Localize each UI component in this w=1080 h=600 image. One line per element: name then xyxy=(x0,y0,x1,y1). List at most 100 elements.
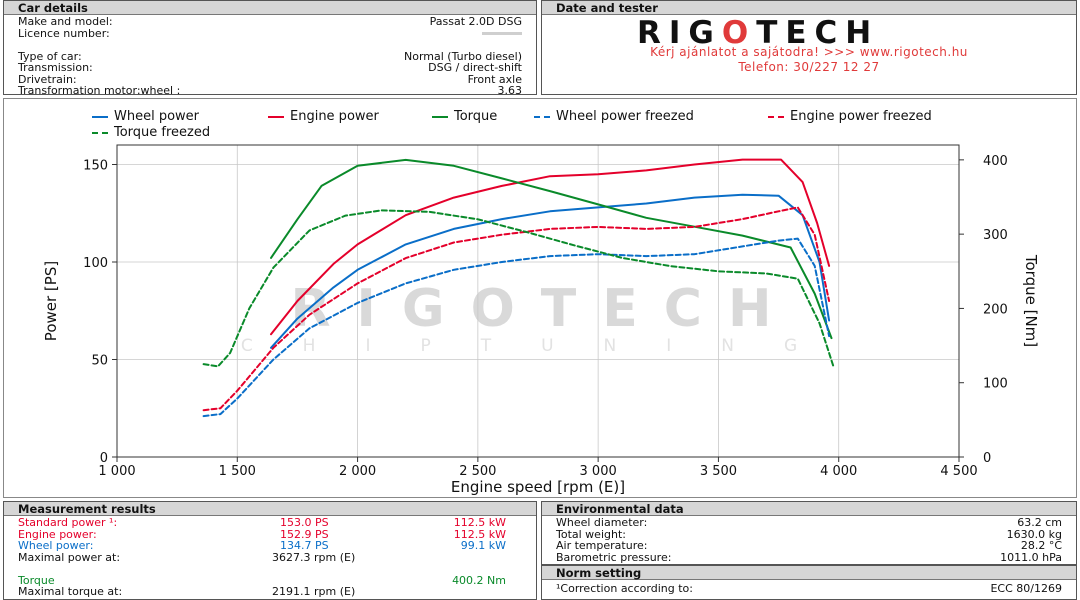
meas-row-standard-power: Standard power ¹: 153.0 PS 112.5 kW xyxy=(4,517,536,529)
wheel-power-line xyxy=(270,193,831,349)
env-label: Barometric pressure: xyxy=(556,550,672,564)
meas-value-kw: 112.5 kW xyxy=(453,516,506,529)
car-label: Make and model: xyxy=(18,15,113,28)
meas-label: Maximal power at: xyxy=(18,550,121,564)
measurement-title: Measurement results xyxy=(4,502,536,516)
x-tick-label: 1 000 xyxy=(98,464,135,479)
meas-row-spacer xyxy=(4,563,536,575)
car-value: Front axle xyxy=(467,72,522,86)
legend-swatch xyxy=(268,115,284,118)
car-label: Drivetrain: xyxy=(18,72,77,86)
meas-value-ps: 153.0 PS xyxy=(280,516,329,529)
car-label: Transformation motor:wheel : xyxy=(18,84,181,97)
legend-label: Wheel power xyxy=(114,109,200,124)
legend-swatch xyxy=(432,115,448,118)
env-row-barometric-pressure: Barometric pressure: 1011.0 hPa xyxy=(542,550,1076,564)
y-axis-label: Power [PS] xyxy=(42,261,60,341)
y2-tick-label: 0 xyxy=(983,451,991,466)
logo-text-right: TECH xyxy=(756,15,880,51)
car-row-drivetrain: Drivetrain: Front axle xyxy=(4,72,536,86)
torque-freezed-line xyxy=(202,209,835,369)
legend-label: Torque xyxy=(454,109,498,124)
plot-frame xyxy=(116,144,960,458)
meas-value-kw: 112.5 kW xyxy=(453,527,506,541)
watermark-logo: RIGOTECH xyxy=(291,279,798,339)
redacted-licence xyxy=(482,31,522,35)
y-tick-label: 150 xyxy=(83,159,108,174)
x-tick-label: 2 500 xyxy=(459,464,496,479)
wheel-power-freezed-line xyxy=(202,237,831,418)
legend-label: Torque freezed xyxy=(114,125,211,140)
meas-row-max-power-at: Maximal power at: 3627.3 rpm (E) xyxy=(4,550,536,564)
meas-label: Maximal torque at: xyxy=(18,585,123,598)
env-label: Wheel diameter: xyxy=(556,516,648,529)
series-layer xyxy=(202,158,835,418)
tester-panel: Date and tester RIGOTECH Kérj ajánlatot … xyxy=(541,0,1077,95)
x-axis-label: Engine speed [rpm (E)] xyxy=(451,478,625,496)
car-label: Type of car: xyxy=(18,49,82,63)
meas-value-rpm: 2191.1 rpm (E) xyxy=(272,585,356,598)
car-row-transmission: Transmission: DSG / direct-shift xyxy=(4,62,536,74)
meas-row-max-torque-at: Maximal torque at: 2191.1 rpm (E) xyxy=(4,586,536,598)
car-row-make: Make and model: Passat 2.0D DSG xyxy=(4,16,536,28)
legend-swatch xyxy=(92,131,108,134)
meas-value-rpm: 3627.3 rpm (E) xyxy=(272,550,356,564)
legend-wheel-power: Wheel power xyxy=(92,109,199,124)
y2-tick-label: 100 xyxy=(983,377,1008,392)
legend-label: Wheel power freezed xyxy=(556,109,694,124)
env-row-air-temperature: Air temperature: 28.2 °C xyxy=(542,540,1076,552)
meas-label: Engine power: xyxy=(18,527,97,541)
x-tick-label: 4 000 xyxy=(820,464,857,479)
y2-tick-label: 300 xyxy=(983,228,1008,243)
tester-title: Date and tester xyxy=(542,1,1076,15)
meas-label: Standard power ¹: xyxy=(18,516,118,529)
car-value: Passat 2.0D DSG xyxy=(429,15,522,28)
meas-label: Wheel power: xyxy=(18,539,94,552)
meas-value-kw: 99.1 kW xyxy=(460,539,506,552)
torque-line xyxy=(270,158,833,340)
meas-label: Torque xyxy=(18,573,55,587)
y2-tick-label: 400 xyxy=(983,154,1008,169)
env-label: Total weight: xyxy=(556,527,626,541)
environment-title: Environmental data xyxy=(542,502,1076,516)
legend-swatch xyxy=(92,115,108,118)
norm-panel: Norm setting ¹Correction according to: EC… xyxy=(541,565,1077,600)
x-tick-label: 3 500 xyxy=(700,464,737,479)
dyno-chart-svg: RIGOTECH CHIPTUNING 1 000 1 500 2 000 2 500… xyxy=(42,144,1040,496)
car-details-title: Car details xyxy=(4,1,536,15)
car-row-type: Type of car: Normal (Turbo diesel) xyxy=(4,49,536,63)
x-tick-label: 2 000 xyxy=(339,464,376,479)
env-value: 1011.0 hPa xyxy=(1000,550,1062,564)
legend-torque-freezed: Torque freezed xyxy=(92,125,210,140)
car-value: Normal (Turbo diesel) xyxy=(404,49,522,63)
x-tick-label: 3 000 xyxy=(580,464,617,479)
rigotech-logo: RIGOTECH xyxy=(637,15,879,51)
engine-power-line xyxy=(270,158,831,336)
watermark-subtitle: CHIPTUNING xyxy=(241,336,847,356)
promo-line-2: Telefon: 30/227 12 27 xyxy=(738,60,880,74)
meas-row-torque: Torque 400.2 Nm xyxy=(4,573,536,587)
meas-value-ps: 134.7 PS xyxy=(280,539,329,552)
promo-line-1: Kérj ajánlatot a sajátodra! >>> www.rigo… xyxy=(650,45,968,59)
legend-engine-power-freezed: Engine power freezed xyxy=(768,109,932,124)
axis-layer: 1 000 1 500 2 000 2 500 3 000 3 500 4 000 4 500… xyxy=(42,144,1040,496)
car-label: Licence number: xyxy=(18,26,110,40)
env-row-total-weight: Total weight: 1630.0 kg xyxy=(542,527,1076,541)
logo-text-left: RIG xyxy=(637,15,722,51)
legend-label: Engine power freezed xyxy=(790,109,932,124)
norm-value: ECC 80/1269 xyxy=(990,582,1062,595)
legend-torque: Torque xyxy=(432,109,497,124)
norm-title: Norm setting xyxy=(542,566,1076,580)
meas-value-ps: 152.9 PS xyxy=(280,527,329,541)
y-tick-label: 50 xyxy=(91,354,108,369)
environment-panel: Environmental data Wheel diameter: 63.2 c… xyxy=(541,501,1077,565)
norm-row: ¹Correction according to: ECC 80/1269 xyxy=(542,583,1076,595)
legend-engine-power: Engine power xyxy=(268,109,379,124)
meas-row-engine-power: Engine power: 152.9 PS 112.5 kW xyxy=(4,527,536,541)
y-tick-label: 0 xyxy=(100,451,108,466)
car-row-licence: Licence number: xyxy=(4,26,536,40)
watermark-layer: RIGOTECH CHIPTUNING xyxy=(241,279,847,356)
car-label: Transmission: xyxy=(18,61,93,74)
env-value: 28.2 °C xyxy=(1020,539,1062,552)
dyno-chart-panel: Wheel power Engine power Torque Wheel po… xyxy=(3,98,1077,498)
